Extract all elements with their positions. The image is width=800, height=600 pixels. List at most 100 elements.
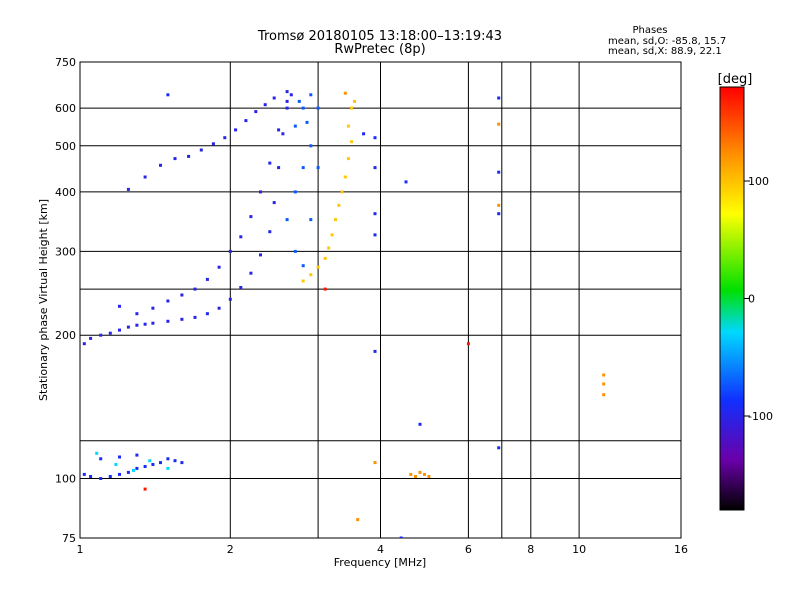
data-point: [187, 154, 191, 158]
y-tick-label: 75: [62, 532, 76, 545]
data-point: [285, 99, 289, 103]
x-tick-label: 6: [465, 543, 472, 556]
data-point: [399, 536, 403, 538]
data-point: [259, 253, 262, 257]
data-point: [309, 218, 313, 222]
data-point: [193, 287, 197, 291]
data-point: [301, 279, 305, 283]
data-point: [373, 136, 377, 140]
data-point: [143, 487, 147, 491]
data-point: [199, 148, 203, 152]
data-point: [249, 271, 253, 275]
data-point: [249, 215, 253, 219]
data-point: [334, 218, 337, 222]
data-point: [118, 328, 121, 332]
data-point: [301, 166, 305, 170]
data-point: [82, 472, 86, 476]
data-point: [285, 218, 289, 222]
data-point: [99, 457, 103, 461]
data-point: [205, 312, 209, 316]
x-tick-label: 1: [77, 543, 84, 556]
data-point: [89, 336, 93, 340]
stats-heading: Phases: [632, 25, 667, 36]
data-point: [293, 124, 297, 128]
data-point: [350, 140, 354, 144]
data-point: [217, 265, 221, 269]
data-point: [323, 256, 327, 260]
data-point: [244, 119, 248, 123]
data-point: [118, 455, 121, 459]
data-point: [404, 180, 408, 184]
data-point: [151, 306, 155, 310]
data-point: [166, 457, 170, 461]
colorbar-label: [deg]: [718, 72, 753, 87]
data-point: [330, 233, 334, 237]
data-point: [132, 468, 135, 472]
data-point: [99, 477, 103, 480]
data-point: [180, 461, 184, 465]
data-point: [301, 264, 305, 268]
data-point: [346, 124, 350, 128]
data-point: [602, 382, 606, 386]
data-point: [272, 201, 276, 205]
data-point: [217, 306, 221, 310]
data-point: [126, 325, 130, 329]
data-point: [350, 106, 354, 110]
y-tick-label: 300: [55, 245, 76, 258]
data-point: [118, 304, 121, 308]
grid-lines: [80, 62, 681, 538]
data-point: [118, 472, 121, 476]
data-point: [353, 99, 357, 103]
data-point: [316, 265, 320, 269]
data-point: [309, 273, 313, 277]
data-point: [427, 475, 431, 478]
data-point: [409, 472, 413, 476]
data-point: [108, 331, 112, 335]
data-point: [151, 321, 155, 325]
stats-o-mode: mean, sd,O: -85.8, 15.7: [608, 36, 726, 47]
colorbar-tick-label: 100: [748, 175, 769, 188]
data-point: [143, 465, 147, 468]
data-point: [343, 175, 347, 179]
data-point: [497, 170, 501, 174]
y-tick-label: 500: [55, 140, 76, 153]
data-point: [297, 99, 301, 103]
data-point: [143, 175, 147, 179]
data-point: [285, 106, 289, 110]
data-point: [99, 333, 103, 337]
data-point: [281, 132, 285, 136]
data-point: [82, 342, 86, 346]
chart-title: Tromsø 20180105 13:18:00–13:19:43: [257, 29, 502, 44]
data-point: [126, 187, 130, 191]
data-point: [323, 287, 327, 291]
data-point: [151, 463, 155, 466]
data-point: [337, 203, 341, 207]
x-tick-label: 10: [572, 543, 586, 556]
data-point: [166, 319, 170, 323]
data-point: [497, 446, 501, 450]
data-point: [228, 249, 232, 253]
data-point: [373, 212, 377, 216]
data-point: [373, 233, 377, 237]
x-tick-label: 4: [377, 543, 384, 556]
data-point: [135, 453, 139, 457]
data-point: [277, 166, 281, 170]
data-point: [173, 459, 177, 463]
data-point: [193, 315, 197, 319]
data-point: [356, 518, 360, 522]
chart-subtitle: RwPretec (8p): [334, 42, 425, 57]
data-point: [293, 249, 297, 253]
data-point: [602, 393, 606, 397]
y-axis-ticks: 75 100 200 300 400 500 600 750: [55, 56, 76, 545]
data-point: [301, 106, 305, 110]
data-point: [602, 373, 606, 377]
data-point: [211, 142, 215, 146]
data-point: [305, 120, 309, 124]
data-point: [234, 128, 238, 132]
data-point: [135, 323, 139, 327]
data-point: [497, 203, 501, 207]
data-point: [166, 466, 170, 470]
y-tick-label: 400: [55, 186, 76, 199]
colorbar: [719, 86, 745, 511]
